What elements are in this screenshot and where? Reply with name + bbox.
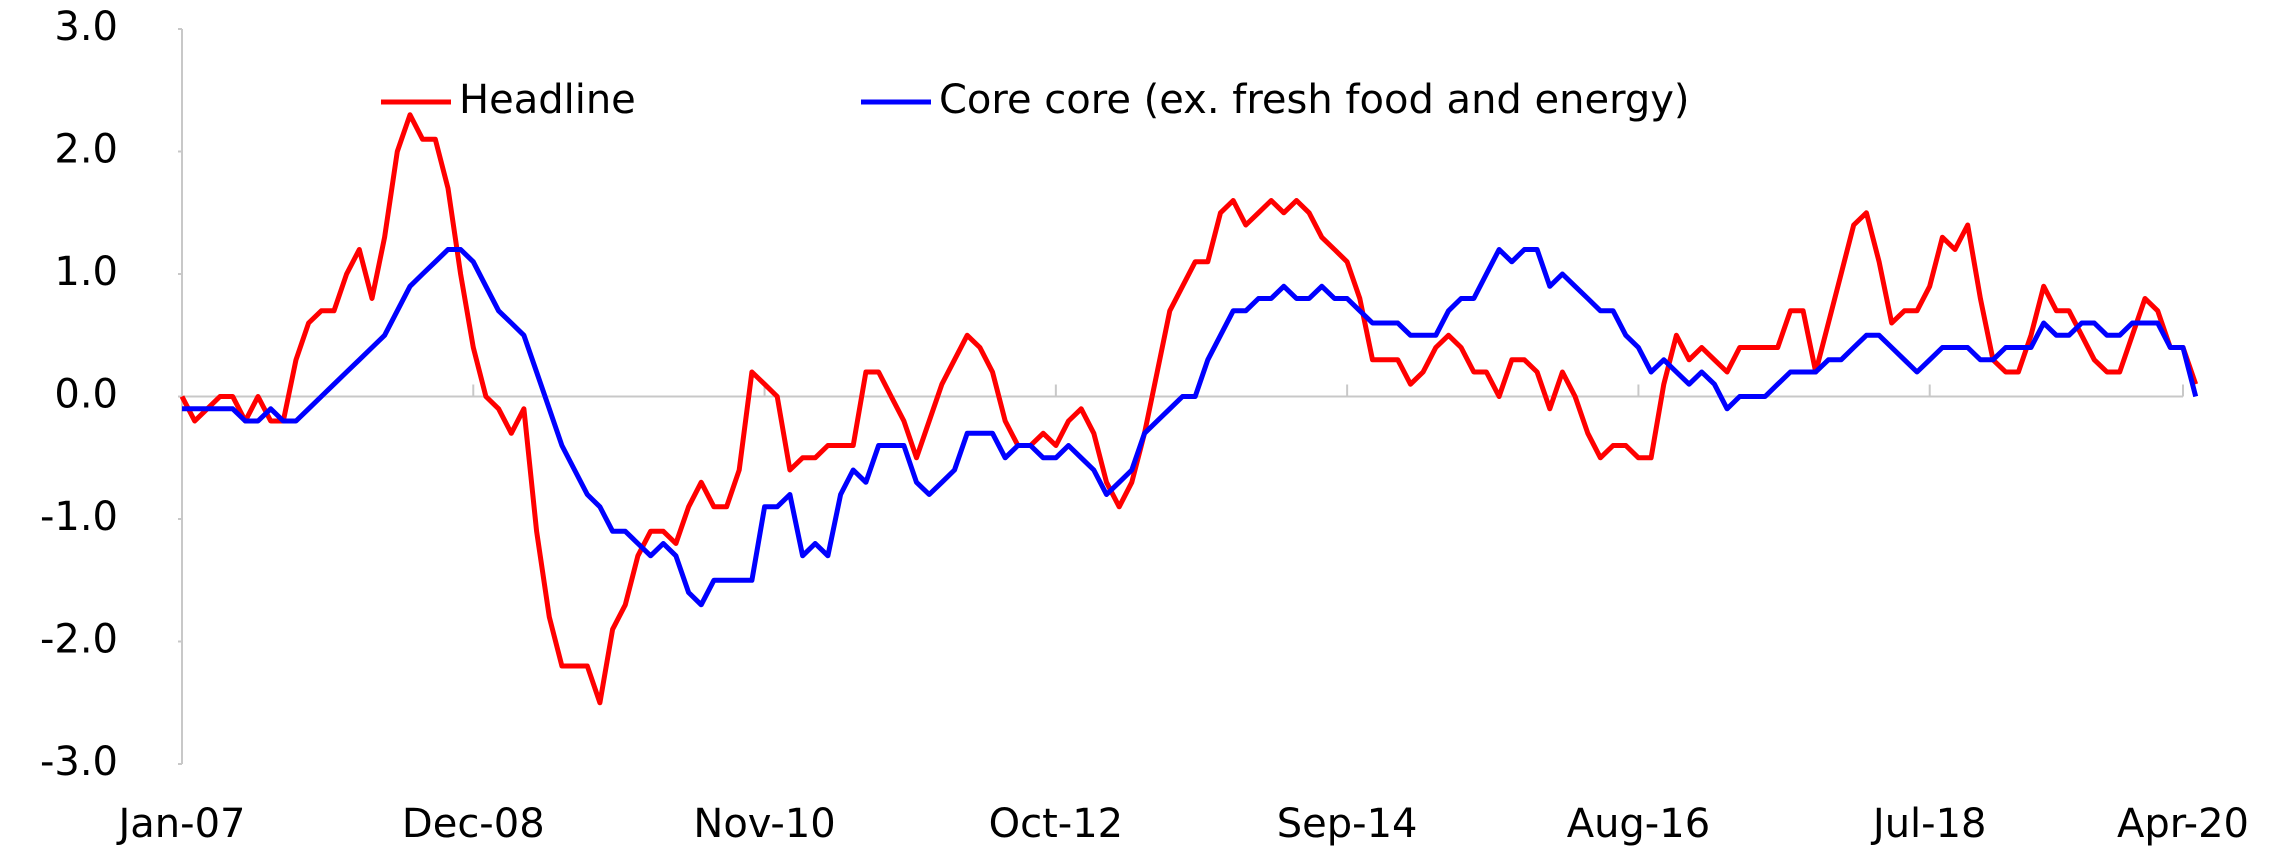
x-tick-label: Oct-12	[989, 801, 1124, 847]
y-tick-label: 1.0	[54, 249, 118, 295]
x-tick-label: Dec-08	[402, 801, 545, 847]
legend-label: Core core (ex. fresh food and energy)	[939, 77, 1690, 123]
y-tick-label: 3.0	[54, 4, 118, 50]
x-tick-label: Aug-16	[1567, 801, 1710, 847]
x-tick-label: Jan-07	[116, 801, 246, 847]
y-tick-label: 2.0	[54, 127, 118, 173]
x-tick-label: Nov-10	[693, 801, 835, 847]
y-tick-label: -1.0	[40, 494, 118, 540]
legend-label: Headline	[459, 77, 636, 123]
x-tick-label: Apr-20	[2117, 801, 2249, 847]
y-tick-label: -3.0	[40, 739, 118, 785]
line-series	[179, 112, 2199, 706]
x-tick-label: Sep-14	[1277, 801, 1418, 847]
y-tick-label: -2.0	[40, 617, 118, 663]
x-tick-label: Jul-18	[1870, 801, 1987, 847]
line-series	[182, 247, 2199, 608]
y-tick-label: 0.0	[54, 372, 118, 418]
